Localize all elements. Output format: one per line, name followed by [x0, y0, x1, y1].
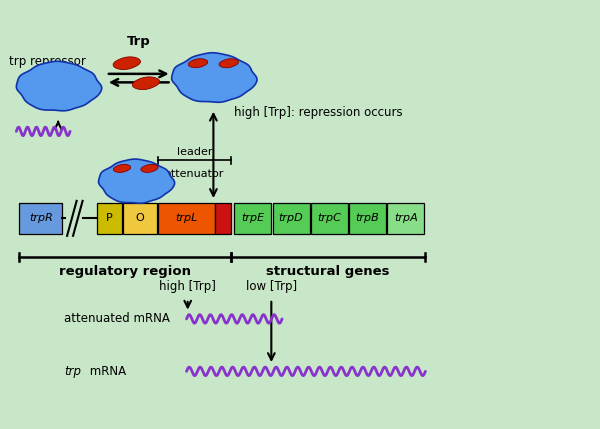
Text: trp: trp — [64, 365, 81, 378]
Polygon shape — [132, 77, 160, 90]
Text: attenuated mRNA: attenuated mRNA — [64, 312, 170, 326]
FancyBboxPatch shape — [235, 203, 271, 234]
Text: O: O — [136, 213, 145, 224]
Text: high [Trp]: repression occurs: high [Trp]: repression occurs — [235, 106, 403, 119]
Text: high [Trp]: high [Trp] — [159, 280, 216, 293]
FancyBboxPatch shape — [387, 203, 424, 234]
FancyBboxPatch shape — [122, 203, 157, 234]
Polygon shape — [113, 164, 131, 172]
Text: structural genes: structural genes — [266, 265, 390, 278]
Text: trpE: trpE — [241, 213, 265, 224]
Text: trpR: trpR — [29, 213, 53, 224]
Polygon shape — [16, 61, 102, 111]
FancyBboxPatch shape — [215, 203, 231, 234]
Text: trpC: trpC — [317, 213, 341, 224]
Text: trpA: trpA — [394, 213, 418, 224]
FancyBboxPatch shape — [158, 203, 215, 234]
Polygon shape — [172, 53, 257, 102]
Polygon shape — [219, 59, 238, 68]
FancyBboxPatch shape — [272, 203, 310, 234]
Text: attenuator: attenuator — [164, 169, 224, 179]
Polygon shape — [113, 57, 140, 69]
Text: trp repressor: trp repressor — [8, 54, 85, 67]
FancyBboxPatch shape — [97, 203, 122, 234]
Text: trpB: trpB — [356, 213, 379, 224]
FancyBboxPatch shape — [349, 203, 386, 234]
Text: leader: leader — [176, 147, 212, 157]
Text: trpD: trpD — [278, 213, 304, 224]
Text: P: P — [106, 213, 113, 224]
Text: regulatory region: regulatory region — [59, 265, 191, 278]
Polygon shape — [188, 59, 208, 68]
Text: trpL: trpL — [175, 213, 198, 224]
Text: low [Trp]: low [Trp] — [246, 280, 297, 293]
Polygon shape — [141, 164, 158, 172]
Text: mRNA: mRNA — [86, 365, 127, 378]
Text: Trp: Trp — [127, 35, 151, 48]
Polygon shape — [98, 159, 175, 203]
FancyBboxPatch shape — [19, 203, 62, 234]
FancyBboxPatch shape — [311, 203, 348, 234]
